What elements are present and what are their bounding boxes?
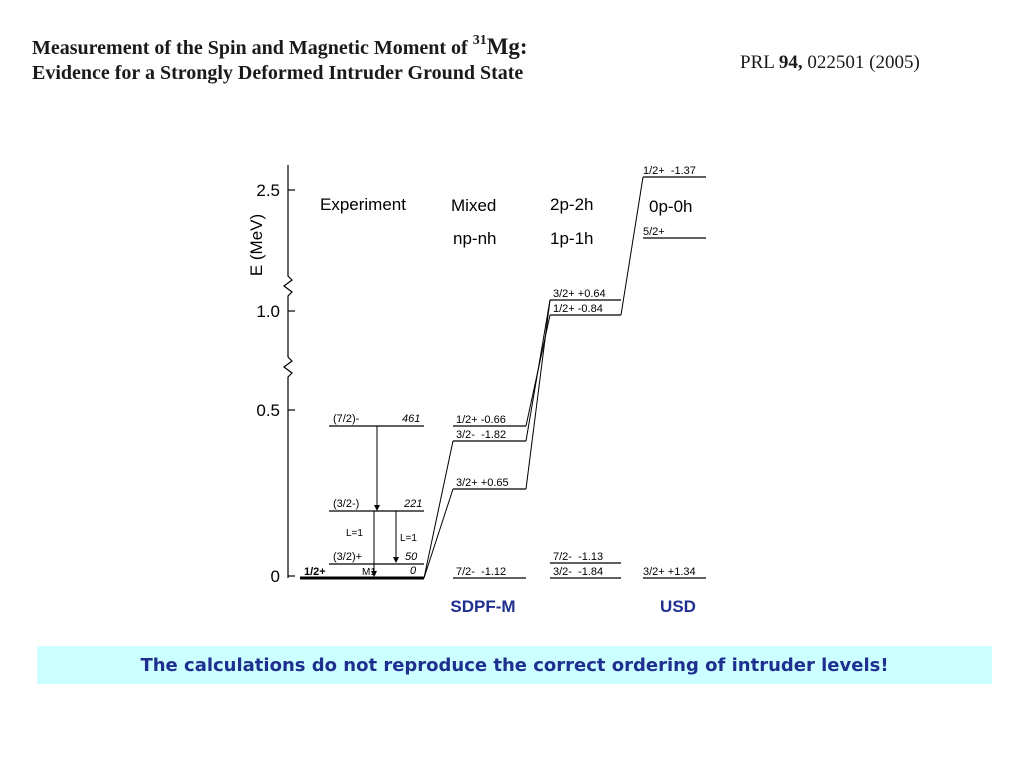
experiment-level-energy: 221 [403,498,422,510]
title-line-1: Measurement of the Spin and Magnetic Mom… [32,33,528,59]
model-label-sdpfm: SDPF-M [450,597,515,616]
twop-level-label: 1/2+ -0.84 [553,303,603,315]
citation: PRL 94, 022501 (2005) [740,52,920,73]
experiment-level-spin: (3/2)+ [333,551,362,563]
connector-line [525,299,551,490]
conclusion-text: The calculations do not reproduce the co… [140,654,889,676]
twop-level-label: 3/2- -1.84 [553,566,603,578]
zerop-level-label: 3/2+ +1.34 [643,566,696,578]
experiment-level-spin: (3/2-) [333,498,359,510]
conclusion-banner: The calculations do not reproduce the co… [37,646,992,684]
axis-title: E (MeV) [247,214,266,276]
zerop-level-label: 5/2+ [643,226,665,238]
transition-label: L=1 [346,528,363,539]
citation-volume: 94, [778,52,803,73]
zerop-level-label: 1/2+ -1.37 [643,165,696,177]
mass-number: 31 [472,33,487,49]
title-line-2: Evidence for a Strongly Deformed Intrude… [32,62,524,84]
transition-label: L=1 [400,533,417,544]
axis-tick-label: 0.5 [256,401,280,420]
level-scheme-diagram: 2.5 1.0 0.5 0 E (MeV) Experiment Mixed np-nh 2p-… [247,165,706,616]
connector-line [423,488,454,579]
axis-tick-label: 2.5 [256,181,280,200]
experiment-level-energy: 461 [402,413,420,425]
twop-level-label: 3/2+ +0.64 [553,288,606,300]
column-header-0p0h: 0p-0h [649,197,692,216]
connector-line [525,299,551,442]
mixed-level-label: 3/2- -1.82 [456,429,506,441]
model-label-usd: USD [660,597,696,616]
transition-label: M1 [362,567,376,578]
column-header-mixed: Mixed [451,196,496,215]
axis-tick-label: 1.0 [256,302,280,321]
experiment-level-energy: 0 [410,565,417,577]
element-symbol: Mg: [486,34,528,59]
column-header-npnh: np-nh [453,229,496,248]
column-header-2p2h: 2p-2h [550,195,593,214]
experiment-level-spin: (7/2)- [333,413,360,425]
experiment-level-energy: 50 [405,551,418,563]
connector-line [620,176,644,316]
axis-tick-label: 0 [271,567,280,586]
column-header-1p1h: 1p-1h [550,229,593,248]
connector-line [423,440,454,579]
mixed-level-label: 7/2- -1.12 [456,566,506,578]
mixed-level-label: 1/2+ -0.66 [456,414,506,426]
column-header-experiment: Experiment [320,195,406,214]
mixed-level-label: 3/2+ +0.65 [456,477,509,489]
experiment-level-spin: 1/2+ [304,566,326,578]
energy-axis-line [283,165,293,578]
twop-level-label: 7/2- -1.13 [553,551,603,563]
slide-title: Measurement of the Spin and Magnetic Mom… [32,34,528,86]
